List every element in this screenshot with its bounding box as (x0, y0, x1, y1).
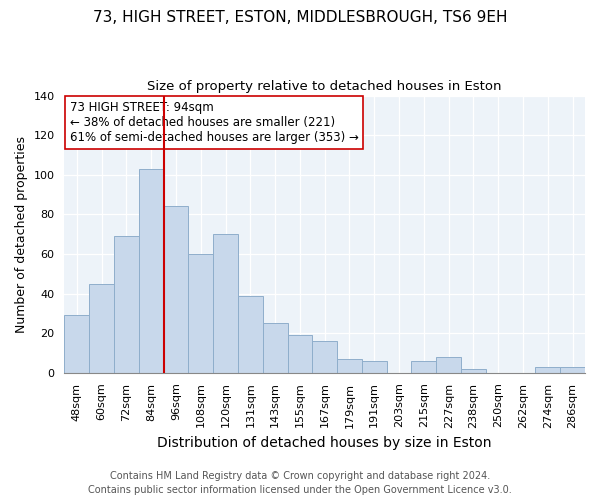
Bar (188, 254, 213, 373)
Bar (287, 335, 313, 373)
Title: Size of property relative to detached houses in Eston: Size of property relative to detached ho… (148, 80, 502, 93)
Bar (263, 324, 287, 373)
Bar (89, 284, 114, 373)
Bar (412, 361, 436, 373)
Bar (560, 367, 585, 373)
Text: 73, HIGH STREET, ESTON, MIDDLESBROUGH, TS6 9EH: 73, HIGH STREET, ESTON, MIDDLESBROUGH, T… (93, 10, 507, 25)
Bar (461, 369, 486, 373)
Bar (362, 361, 386, 373)
Bar (64, 316, 89, 373)
Text: 73 HIGH STREET: 94sqm
← 38% of detached houses are smaller (221)
61% of semi-det: 73 HIGH STREET: 94sqm ← 38% of detached … (70, 101, 358, 144)
Bar (114, 236, 139, 373)
Bar (535, 367, 560, 373)
X-axis label: Distribution of detached houses by size in Eston: Distribution of detached houses by size … (157, 436, 492, 450)
Bar (213, 234, 238, 373)
Bar (139, 169, 164, 373)
Bar (238, 296, 263, 373)
Y-axis label: Number of detached properties: Number of detached properties (15, 136, 28, 332)
Bar (436, 357, 461, 373)
Text: Contains HM Land Registry data © Crown copyright and database right 2024.
Contai: Contains HM Land Registry data © Crown c… (88, 471, 512, 495)
Bar (164, 206, 188, 373)
Bar (337, 359, 362, 373)
Bar (313, 341, 337, 373)
